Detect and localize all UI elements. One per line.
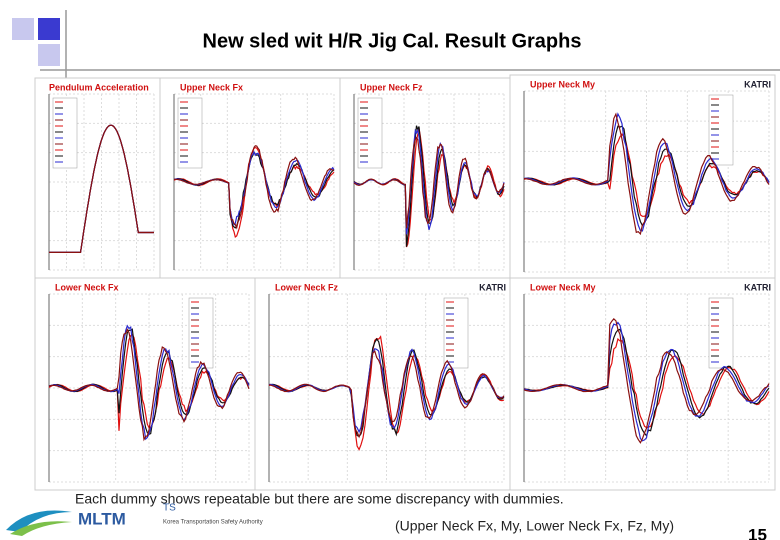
trace	[173, 145, 335, 230]
panel-title: Upper Neck Fx	[180, 82, 243, 92]
slide-title: New sled wit H/R Jig Cal. Result Graphs	[203, 30, 582, 52]
trace	[49, 124, 154, 253]
legend-box	[357, 97, 383, 169]
trace	[523, 112, 770, 236]
panel-title: Lower Neck Fz	[275, 282, 339, 292]
deco-square	[38, 44, 60, 66]
panel-title: Pendulum Acceleration	[49, 82, 149, 92]
panel-title: Upper Neck My	[530, 79, 595, 89]
panel-bg	[509, 74, 776, 281]
deco-square	[12, 18, 34, 40]
panel-bg	[254, 277, 511, 491]
panel-title: Upper Neck Fz	[360, 82, 423, 92]
trace	[353, 136, 505, 229]
trace	[268, 350, 505, 439]
panel-bg	[34, 277, 256, 491]
logo-swoosh	[10, 521, 72, 536]
graphs: Pendulum Acceleration Upper Neck Fx Upper …	[34, 74, 776, 491]
trace	[48, 324, 250, 441]
katri-badge: KATRI	[744, 282, 771, 292]
page-number: 15	[748, 525, 767, 540]
caption: (Upper Neck Fx, My, Lower Neck Fx, Fz, M…	[395, 518, 674, 534]
logo-swoosh	[6, 510, 72, 532]
panel-title: Lower Neck Fx	[55, 282, 119, 292]
logo-text: MLTM	[78, 509, 126, 528]
logo-text: TS	[163, 503, 176, 514]
deco-square	[38, 18, 60, 40]
katri-badge: KATRI	[479, 282, 506, 292]
agency-name: Korea Transportation Safety Authority	[163, 520, 263, 526]
caption: Each dummy shows repeatable but there ar…	[75, 491, 564, 507]
trace	[523, 318, 770, 444]
katri-badge: KATRI	[744, 79, 771, 89]
panel-title: Lower Neck My	[530, 282, 596, 292]
trace	[523, 133, 770, 217]
trace	[48, 328, 250, 442]
